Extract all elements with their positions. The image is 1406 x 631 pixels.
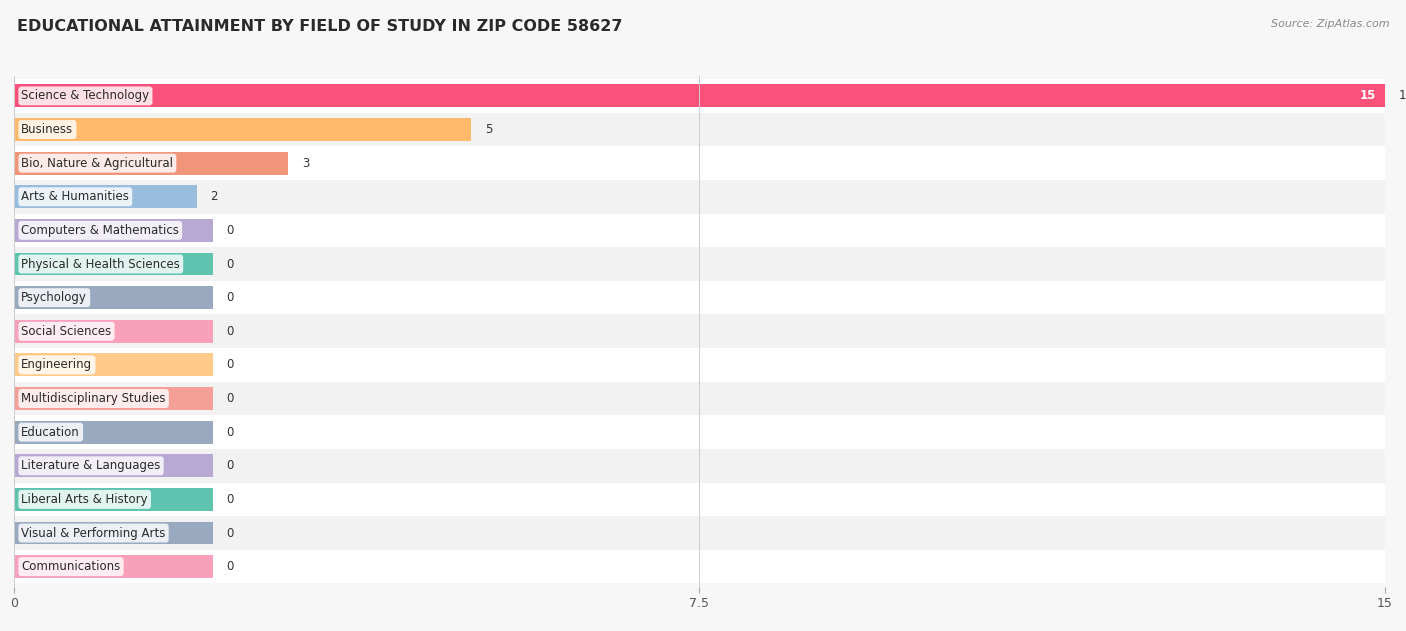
Bar xyxy=(14,213,1385,247)
Bar xyxy=(14,146,1385,180)
Bar xyxy=(14,421,212,444)
Bar xyxy=(14,483,1385,516)
Text: EDUCATIONAL ATTAINMENT BY FIELD OF STUDY IN ZIP CODE 58627: EDUCATIONAL ATTAINMENT BY FIELD OF STUDY… xyxy=(17,19,623,34)
Text: Multidisciplinary Studies: Multidisciplinary Studies xyxy=(21,392,166,405)
Bar xyxy=(14,180,1385,213)
Bar xyxy=(14,219,212,242)
Bar xyxy=(14,118,471,141)
Text: 5: 5 xyxy=(485,123,492,136)
Text: Liberal Arts & History: Liberal Arts & History xyxy=(21,493,148,506)
Bar xyxy=(14,113,1385,146)
Text: 0: 0 xyxy=(226,257,233,271)
Text: 0: 0 xyxy=(226,224,233,237)
Bar xyxy=(14,522,212,545)
Bar xyxy=(14,85,1385,107)
Text: 0: 0 xyxy=(226,392,233,405)
Text: 0: 0 xyxy=(226,560,233,573)
Text: Business: Business xyxy=(21,123,73,136)
Text: 0: 0 xyxy=(226,358,233,372)
Text: 15: 15 xyxy=(1360,90,1376,102)
Text: 3: 3 xyxy=(302,156,309,170)
Bar xyxy=(14,314,1385,348)
Text: 0: 0 xyxy=(226,426,233,439)
Bar xyxy=(14,281,1385,314)
Text: Education: Education xyxy=(21,426,80,439)
Text: 0: 0 xyxy=(226,291,233,304)
Bar xyxy=(14,247,1385,281)
Bar xyxy=(14,320,212,343)
Text: Psychology: Psychology xyxy=(21,291,87,304)
Bar xyxy=(14,454,212,477)
Text: Communications: Communications xyxy=(21,560,121,573)
Text: 2: 2 xyxy=(211,191,218,203)
Text: 0: 0 xyxy=(226,459,233,472)
Bar xyxy=(14,516,1385,550)
Text: Arts & Humanities: Arts & Humanities xyxy=(21,191,129,203)
Text: Bio, Nature & Agricultural: Bio, Nature & Agricultural xyxy=(21,156,173,170)
Text: Engineering: Engineering xyxy=(21,358,93,372)
Text: 15: 15 xyxy=(1399,90,1406,102)
Bar xyxy=(14,286,212,309)
Bar xyxy=(14,415,1385,449)
Text: Source: ZipAtlas.com: Source: ZipAtlas.com xyxy=(1271,19,1389,29)
Bar xyxy=(14,387,212,410)
Text: 0: 0 xyxy=(226,526,233,540)
Bar xyxy=(14,555,212,578)
Text: 0: 0 xyxy=(226,493,233,506)
Text: Literature & Languages: Literature & Languages xyxy=(21,459,160,472)
Text: Social Sciences: Social Sciences xyxy=(21,325,111,338)
Bar xyxy=(14,252,212,276)
Bar xyxy=(14,151,288,175)
Bar xyxy=(14,488,212,511)
Bar xyxy=(14,382,1385,415)
Bar xyxy=(14,550,1385,584)
Text: Physical & Health Sciences: Physical & Health Sciences xyxy=(21,257,180,271)
Text: Visual & Performing Arts: Visual & Performing Arts xyxy=(21,526,166,540)
Bar xyxy=(14,449,1385,483)
Text: Computers & Mathematics: Computers & Mathematics xyxy=(21,224,179,237)
Text: 0: 0 xyxy=(226,325,233,338)
Bar xyxy=(14,348,1385,382)
Bar xyxy=(14,186,197,208)
Bar xyxy=(14,79,1385,113)
Text: Science & Technology: Science & Technology xyxy=(21,90,149,102)
Bar xyxy=(14,353,212,376)
